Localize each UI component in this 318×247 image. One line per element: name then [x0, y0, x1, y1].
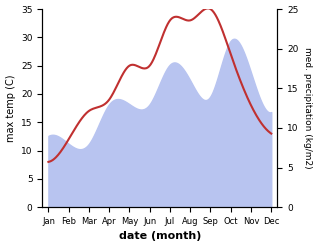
Y-axis label: max temp (C): max temp (C) — [5, 74, 16, 142]
Y-axis label: med. precipitation (kg/m2): med. precipitation (kg/m2) — [303, 47, 313, 169]
X-axis label: date (month): date (month) — [119, 231, 201, 242]
